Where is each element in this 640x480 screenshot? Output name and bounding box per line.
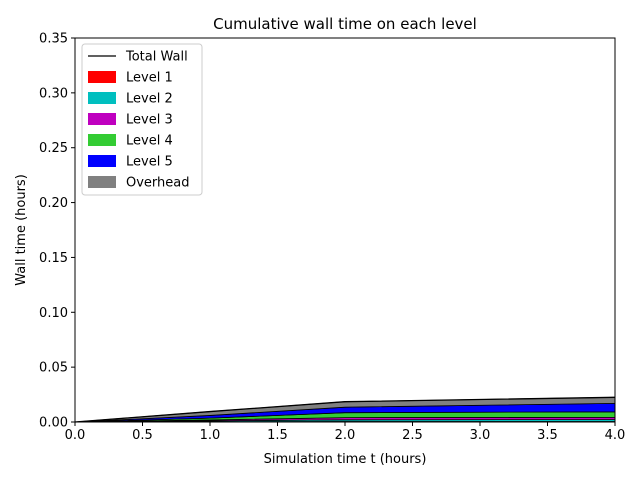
legend-level-3-label: Level 3 — [126, 113, 173, 128]
x-tick-label: 0.0 — [65, 428, 86, 443]
x-tick-label: 1.0 — [200, 428, 221, 443]
legend-level-4-swatch — [88, 134, 116, 146]
legend-total-wall-label: Total Wall — [125, 50, 188, 65]
legend-level-3-swatch — [88, 113, 116, 125]
legend-level-2-label: Level 2 — [126, 92, 173, 107]
y-tick-label: 0.15 — [39, 251, 68, 266]
chart-title: Cumulative wall time on each level — [213, 15, 477, 33]
legend-level-2-swatch — [88, 92, 116, 104]
x-tick-label: 3.5 — [537, 428, 558, 443]
y-tick-label: 0.35 — [39, 32, 68, 47]
legend-overhead-label: Overhead — [126, 176, 190, 191]
legend-overhead-swatch — [88, 176, 116, 188]
y-tick-label: 0.05 — [39, 361, 68, 376]
total-wall-line-group — [74, 396, 616, 423]
y-axis-ticks: 0.00 0.05 0.10 0.15 0.20 0.25 0.30 0.35 — [39, 32, 75, 431]
y-tick-label: 0.20 — [39, 196, 68, 211]
legend-level-1-label: Level 1 — [126, 71, 173, 86]
total-wall-line — [74, 396, 616, 423]
y-tick-label: 0.00 — [39, 416, 68, 431]
y-tick-label: 0.10 — [39, 306, 68, 321]
legend-level-5-label: Level 5 — [126, 155, 173, 170]
y-tick-label: 0.30 — [39, 86, 68, 101]
x-tick-label: 1.5 — [267, 428, 288, 443]
y-tick-label: 0.25 — [39, 141, 68, 156]
x-axis-ticks: 0.0 0.5 1.0 1.5 2.0 2.5 3.0 3.5 4.0 — [65, 422, 626, 443]
y-axis-label: Wall time (hours) — [14, 174, 29, 286]
x-tick-label: 4.0 — [605, 428, 626, 443]
x-tick-label: 2.5 — [402, 428, 423, 443]
legend: Total Wall Level 1 Level 2 Level 3 Level 4 Le… — [81, 43, 203, 196]
x-tick-label: 0.5 — [132, 428, 153, 443]
legend-level-4-label: Level 4 — [126, 134, 173, 149]
legend-level-5-swatch — [88, 155, 116, 167]
stacked-areas — [74, 396, 616, 423]
legend-level-1-swatch — [88, 71, 116, 83]
x-axis-label: Simulation time t (hours) — [264, 452, 427, 467]
x-tick-label: 2.0 — [335, 428, 356, 443]
x-tick-label: 3.0 — [470, 428, 491, 443]
